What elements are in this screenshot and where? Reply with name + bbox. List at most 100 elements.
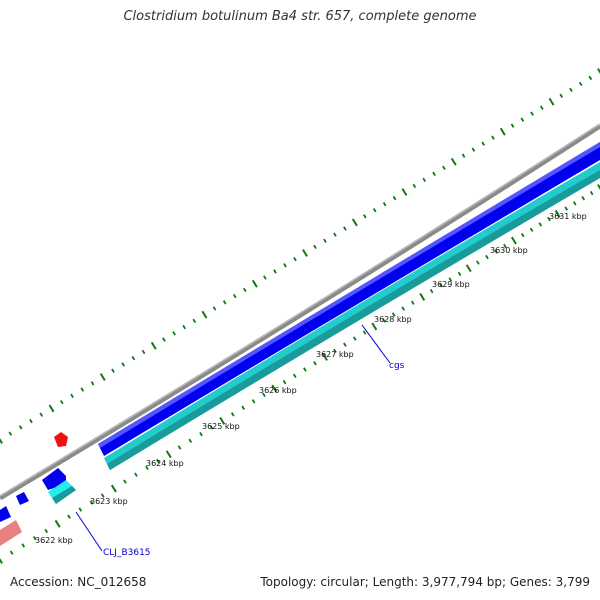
scale-tick xyxy=(343,226,347,231)
scale-tick xyxy=(283,263,287,268)
scale-tick xyxy=(271,384,278,393)
scale-tick xyxy=(251,399,256,404)
scale-tick xyxy=(177,445,182,450)
scale-tick xyxy=(520,232,525,238)
scale-tick xyxy=(419,292,426,301)
forward-cds-track xyxy=(0,142,600,522)
scale-tick xyxy=(230,412,235,417)
gene-label-cgs[interactable]: cgs xyxy=(389,361,405,371)
scale-tick xyxy=(322,353,328,361)
scale-tick xyxy=(39,412,44,417)
pseudogene-feature[interactable] xyxy=(0,520,22,546)
scale-tick xyxy=(0,438,3,444)
scale-tick xyxy=(352,336,357,341)
outer-tick-ring xyxy=(0,68,600,444)
scale-tick xyxy=(538,222,543,227)
scale-tick xyxy=(145,465,149,471)
scale-tick xyxy=(67,514,71,519)
scale-tick xyxy=(429,288,434,294)
scale-tick xyxy=(32,535,37,541)
scale-tick xyxy=(89,500,94,505)
scale-tick xyxy=(282,379,287,385)
scale-tick xyxy=(188,438,193,443)
scale-tick xyxy=(263,275,267,280)
clj-b3615-leader-line xyxy=(75,511,103,552)
forward-cds-feature[interactable] xyxy=(0,506,11,522)
scale-tick xyxy=(70,393,74,399)
scale-tick xyxy=(99,373,106,381)
tick-label: 3629 kbp xyxy=(432,280,470,289)
scale-labels: 3622 kbp 3623 kbp 3624 kbp 3625 kbp 3626… xyxy=(35,212,587,545)
tick-label: 3624 kbp xyxy=(146,459,184,468)
scale-tick xyxy=(465,264,472,273)
tick-label: 3627 kbp xyxy=(316,350,354,359)
scale-tick xyxy=(90,381,95,386)
scale-tick xyxy=(121,362,126,367)
tick-label: 3622 kbp xyxy=(35,536,73,545)
scale-tick xyxy=(554,209,561,218)
scale-tick xyxy=(471,147,476,152)
scale-tick xyxy=(410,300,415,305)
scale-tick xyxy=(343,342,347,347)
scale-tick xyxy=(323,238,327,243)
scale-tick xyxy=(241,405,246,410)
scale-tick xyxy=(351,218,358,227)
scale-tick xyxy=(78,507,83,512)
tick-label: 3623 kbp xyxy=(90,497,128,506)
scale-tick xyxy=(401,188,408,196)
scale-tick xyxy=(0,558,3,564)
scale-tick xyxy=(589,190,594,196)
scale-tick xyxy=(48,404,55,413)
scale-tick xyxy=(100,493,105,498)
scale-tick xyxy=(44,528,49,534)
tick-label: 3630 kbp xyxy=(490,246,528,255)
scale-tick xyxy=(209,425,214,430)
scale-tick xyxy=(362,214,367,219)
scale-tick xyxy=(372,208,377,213)
scale-tick xyxy=(382,201,387,207)
scale-tick xyxy=(182,324,187,330)
scale-tick xyxy=(491,135,495,140)
scale-tick xyxy=(172,331,176,336)
scale-tick xyxy=(222,300,227,305)
scale-tick xyxy=(219,416,226,425)
scale-tick xyxy=(401,306,406,311)
scale-tick xyxy=(529,227,534,232)
scale-tick xyxy=(597,68,600,74)
scale-tick xyxy=(572,201,577,206)
topology-summary: Topology: circular; Length: 3,977,794 bp… xyxy=(260,575,590,589)
scale-tick xyxy=(597,184,600,190)
scale-tick xyxy=(333,232,337,237)
tick-label: 3628 kbp xyxy=(374,315,412,324)
scale-tick xyxy=(503,243,507,249)
scale-tick xyxy=(382,318,386,323)
gene-label-clj-b3615[interactable]: CLJ_B3615 xyxy=(103,548,151,558)
scale-tick xyxy=(476,260,480,265)
scale-tick xyxy=(432,171,436,177)
scale-tick xyxy=(530,111,534,116)
accession-text: Accession: NC_012658 xyxy=(10,575,147,589)
scale-tick xyxy=(450,157,457,166)
scale-tick xyxy=(448,277,453,282)
scale-tick xyxy=(21,543,26,548)
scale-tick xyxy=(391,312,396,317)
map-title: Clostridium botulinum Ba4 str. 657, comp… xyxy=(123,9,477,24)
scale-tick xyxy=(242,287,247,293)
scale-tick xyxy=(141,349,146,355)
scale-tick xyxy=(59,399,64,405)
scale-tick xyxy=(8,431,13,436)
scale-tick xyxy=(262,392,266,398)
rna-feature[interactable] xyxy=(54,432,68,447)
scale-tick xyxy=(510,123,515,128)
scale-tick xyxy=(569,87,573,93)
forward-cds-feature[interactable] xyxy=(16,492,29,505)
scale-tick xyxy=(199,431,203,437)
scale-tick xyxy=(232,293,237,299)
scale-tick xyxy=(292,373,297,378)
scale-tick xyxy=(481,141,486,146)
scale-tick xyxy=(485,254,489,260)
scale-tick xyxy=(303,367,307,372)
scale-tick xyxy=(457,271,462,277)
scale-tick xyxy=(165,450,172,459)
